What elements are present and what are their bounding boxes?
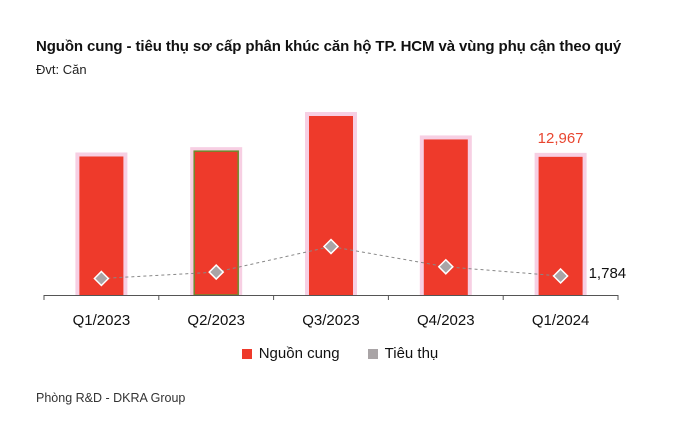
sales-marker <box>437 258 454 275</box>
chart-title: Nguồn cung - tiêu thụ sơ cấp phân khúc c… <box>36 38 622 55</box>
supply-bar <box>309 116 353 295</box>
legend-swatch-sales <box>367 348 378 359</box>
x-tick-label: Q3/2023 <box>302 312 360 329</box>
sales-marker <box>552 267 569 285</box>
sales-marker <box>93 270 110 287</box>
legend-label-supply: Nguồn cung <box>258 345 340 362</box>
legend-item-sales: Tiêu thụ <box>367 345 439 362</box>
unit-label: Đvt: Căn <box>36 62 87 77</box>
x-tick-label: Q4/2023 <box>417 312 475 329</box>
chart-canvas: Q1/2023 Q2/2023 Q3/2023 Q4/2023 Q1/2024 12,96… <box>43 112 627 329</box>
legend-swatch-supply <box>241 348 252 359</box>
legend-item-supply: Nguồn cung <box>241 345 340 362</box>
sales-marker <box>208 264 225 281</box>
x-tick-label: Q1/2024 <box>532 312 590 329</box>
x-tick-label: Q1/2023 <box>73 312 131 329</box>
supply-data-label: 12,967 <box>538 130 584 147</box>
legend-label-sales: Tiêu thụ <box>384 345 439 362</box>
sales-marker <box>322 238 340 255</box>
legend: Nguồn cung Tiêu thụ <box>0 345 680 362</box>
sales-data-label: 1,784 <box>589 265 627 282</box>
source-note: Phòng R&D - DKRA Group <box>36 391 186 405</box>
x-tick-label: Q2/2023 <box>187 312 245 329</box>
